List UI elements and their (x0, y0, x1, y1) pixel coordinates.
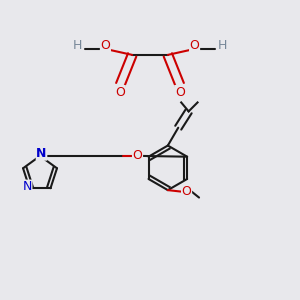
Text: N: N (22, 180, 32, 193)
Text: O: O (190, 40, 200, 52)
Text: H: H (73, 40, 82, 52)
Text: O: O (133, 149, 142, 162)
Text: O: O (182, 185, 191, 198)
Text: N: N (36, 147, 47, 160)
Text: H: H (218, 40, 227, 52)
Text: O: O (100, 40, 110, 52)
Text: O: O (175, 85, 185, 98)
Text: O: O (115, 85, 125, 98)
